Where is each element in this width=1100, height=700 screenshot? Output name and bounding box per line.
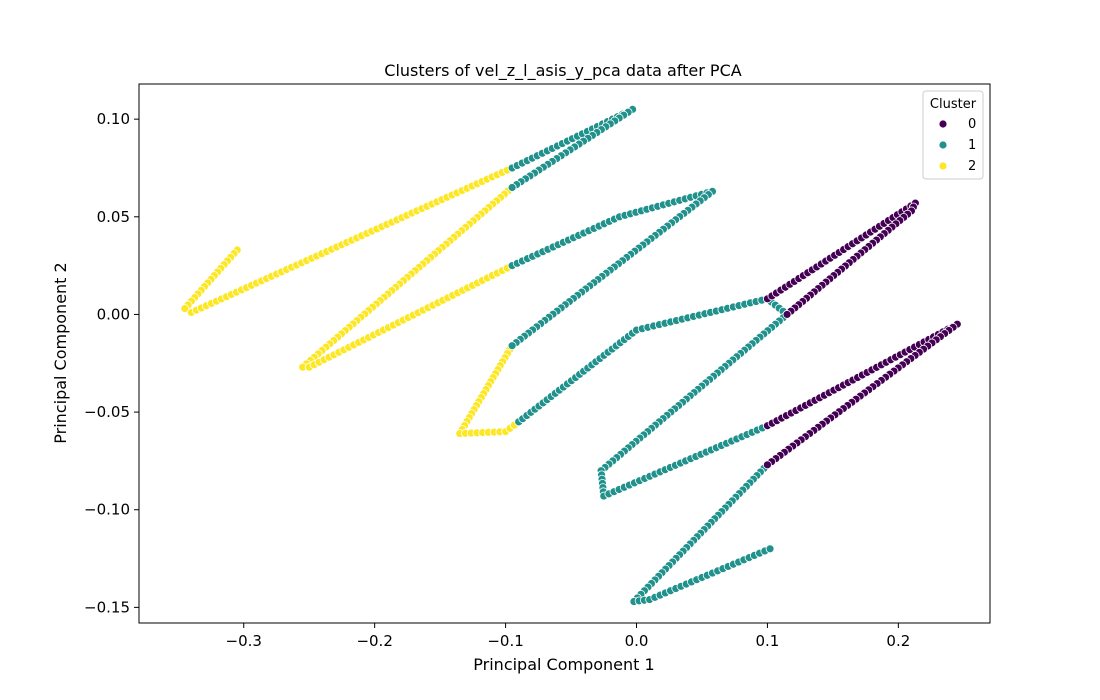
data-point <box>507 341 517 351</box>
legend-title: Cluster <box>930 97 977 112</box>
y-tick-label: −0.15 <box>84 598 130 616</box>
x-tick-label: 0.0 <box>625 632 649 650</box>
legend-label-1: 1 <box>968 138 976 153</box>
y-tick-label: 0.05 <box>97 208 130 226</box>
data-point <box>507 183 517 192</box>
data-point <box>765 544 775 554</box>
legend-marker-0 <box>938 119 948 129</box>
legend-marker-1 <box>938 140 948 150</box>
legend: Cluster 0 1 2 <box>922 90 984 180</box>
y-tick-label: −0.10 <box>84 501 130 519</box>
x-tick-label: 0.1 <box>756 632 780 650</box>
plot-area <box>139 84 990 623</box>
legend-marker-2 <box>938 161 948 171</box>
legend-box <box>922 90 984 180</box>
plot-frame <box>138 83 991 624</box>
series-cluster-0 <box>763 198 962 470</box>
y-axis-label: Principal Component 2 <box>51 262 70 443</box>
y-tick-label: 0.10 <box>97 110 130 128</box>
data-point <box>782 310 792 319</box>
y-tick-label: −0.05 <box>84 403 130 421</box>
x-axis-label: Principal Component 1 <box>473 655 654 674</box>
legend-label-0: 0 <box>968 117 976 132</box>
x-axis-ticks: −0.3 −0.2 −0.1 0.0 0.1 0.2 <box>226 623 910 650</box>
y-tick-label: 0.00 <box>97 305 130 323</box>
x-tick-label: 0.2 <box>886 632 910 650</box>
data-point <box>763 460 772 470</box>
legend-label-2: 2 <box>968 159 976 174</box>
x-tick-label: −0.1 <box>487 632 523 650</box>
chart-title: Clusters of vel_z_l_asis_y_pca data afte… <box>384 61 741 81</box>
x-tick-label: −0.2 <box>356 632 392 650</box>
y-axis-ticks: −0.15 −0.10 −0.05 0.00 0.05 0.10 <box>84 110 139 616</box>
data-point <box>180 304 190 313</box>
x-tick-label: −0.3 <box>226 632 262 650</box>
series-cluster-2 <box>180 163 524 438</box>
points-layer <box>180 104 962 606</box>
